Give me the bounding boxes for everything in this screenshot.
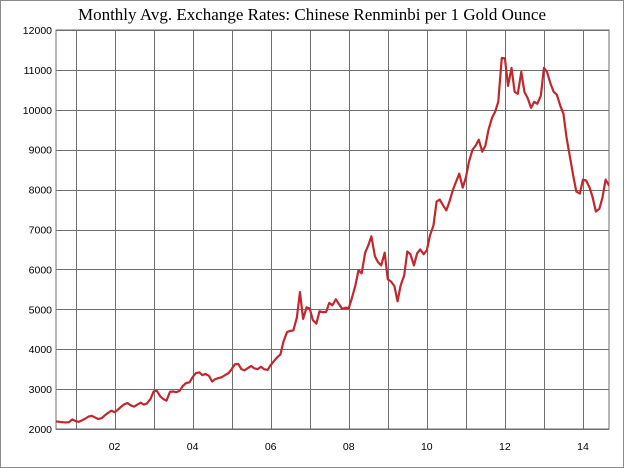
series-line bbox=[56, 56, 609, 424]
chart-title: Monthly Avg. Exchange Rates: Chinese Ren… bbox=[77, 5, 547, 24]
y-axis-tick-labels: 2000 3000 4000 5000 6000 7000 8000 9000 10000 110… bbox=[23, 25, 52, 436]
y-tick-label: 2000 bbox=[29, 424, 53, 436]
plot-area-border bbox=[55, 29, 610, 430]
y-tick-label: 7000 bbox=[29, 225, 53, 237]
x-tick-label: 06 bbox=[265, 441, 277, 453]
y-tick-label: 6000 bbox=[29, 264, 53, 276]
x-tick-label: 02 bbox=[109, 441, 121, 453]
series-layer bbox=[56, 56, 609, 424]
y-tick-label: 3000 bbox=[29, 384, 53, 396]
y-tick-label: 12000 bbox=[23, 25, 52, 37]
y-tick-label: 5000 bbox=[29, 304, 53, 316]
y-tick-label: 9000 bbox=[29, 145, 53, 157]
x-tick-label: 12 bbox=[499, 441, 511, 453]
x-axis-tick-labels: 02 04 06 08 10 12 14 bbox=[109, 441, 589, 453]
x-tick-label: 14 bbox=[577, 441, 589, 453]
y-tick-label: 11000 bbox=[24, 65, 53, 77]
y-tick-label: 4000 bbox=[29, 344, 53, 356]
grid-layer bbox=[55, 29, 610, 430]
x-tick-label: 10 bbox=[421, 441, 433, 453]
y-tick-label: 10000 bbox=[23, 105, 52, 117]
x-tick-label: 04 bbox=[187, 441, 199, 453]
x-tick-label: 08 bbox=[343, 441, 355, 453]
y-tick-label: 8000 bbox=[29, 185, 53, 197]
